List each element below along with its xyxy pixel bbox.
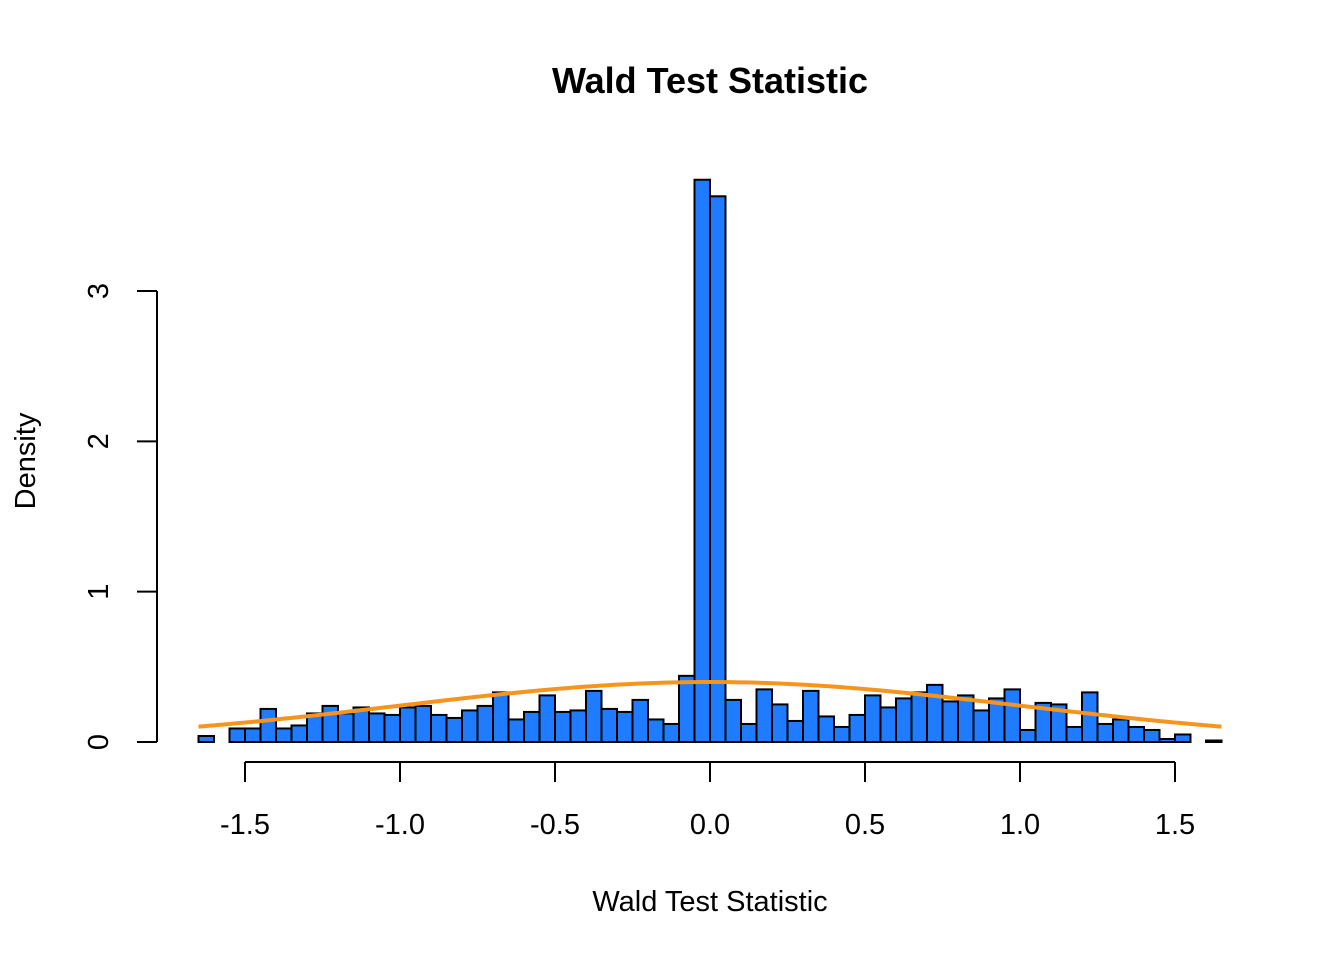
histogram-bar: [864, 694, 882, 744]
histogram-bar: [910, 691, 928, 744]
histogram-bar: [1096, 722, 1114, 744]
histogram-bar: [600, 707, 618, 743]
histogram-bar: [1127, 725, 1145, 743]
y-tick-label: 2: [83, 433, 115, 449]
y-axis: 0 1 2 3: [83, 283, 158, 750]
histogram-bar: [941, 700, 959, 743]
histogram-bar: [771, 703, 789, 743]
histogram-bar: [647, 718, 665, 744]
y-tick-label: 1: [83, 584, 115, 600]
histogram-bar: [786, 719, 804, 744]
histogram-bar: [678, 674, 696, 743]
histogram-bar: [538, 694, 556, 744]
histogram-bar: [244, 727, 262, 743]
y-tick-label: 0: [83, 734, 115, 750]
histogram-bar: [197, 734, 215, 743]
x-axis-label: Wald Test Statistic: [592, 886, 827, 918]
chart-title: Wald Test Statistic: [552, 60, 868, 101]
histogram-bar: [1205, 739, 1223, 743]
histogram-bar: [848, 713, 866, 744]
histogram-bar: [1081, 691, 1099, 744]
histogram-bar: [879, 706, 897, 743]
histogram-bar: [833, 725, 851, 743]
histogram-bar: [461, 709, 479, 743]
histogram-bar: [228, 727, 246, 743]
x-tick-label: 0.0: [690, 809, 730, 841]
histogram-bar: [1174, 733, 1192, 743]
x-tick-label: -0.5: [530, 809, 580, 841]
histogram-bar: [259, 707, 277, 743]
histogram-bar: [476, 704, 494, 743]
histogram-bar: [802, 689, 820, 744]
histogram-bar: [972, 709, 990, 743]
histogram-bar: [740, 722, 758, 744]
histogram-bar: [895, 697, 913, 744]
histogram-bar: [1019, 728, 1037, 743]
histogram-bar: [414, 704, 432, 743]
histogram-bar: [616, 710, 634, 743]
histogram-bar: [569, 709, 587, 743]
x-tick-label: 0.5: [845, 809, 885, 841]
histogram-bar: [693, 178, 711, 743]
histogram-bar: [507, 718, 525, 744]
x-tick-label: 1.5: [1155, 809, 1195, 841]
histogram-bar: [957, 694, 975, 744]
histogram-bar: [585, 689, 603, 744]
x-tick-label: -1.0: [375, 809, 425, 841]
histogram-bar: [523, 710, 541, 743]
histogram-bar: [275, 727, 293, 743]
x-axis: -1.5 -1.0 -0.5 0.0 0.5 1.0 1.5: [220, 761, 1195, 841]
histogram-bar: [430, 713, 448, 744]
histogram-bar: [724, 698, 742, 743]
histogram-bar: [368, 712, 386, 744]
histogram-bar: [1065, 725, 1083, 743]
histogram-bar: [817, 715, 835, 744]
histogram-bar: [662, 722, 680, 744]
histogram-bar: [554, 710, 572, 743]
y-axis-label: Density: [10, 412, 42, 509]
histogram-bar: [1143, 728, 1161, 743]
x-tick-label: -1.5: [220, 809, 270, 841]
histogram-bar: [337, 712, 355, 744]
y-tick-label: 3: [83, 283, 115, 299]
histogram-bar: [1112, 718, 1130, 744]
histogram-bars: [197, 178, 1223, 744]
histogram-bar: [290, 724, 308, 744]
normal-density-curve: [198, 680, 1222, 729]
histogram-bar: [631, 698, 649, 743]
histogram-bar: [445, 716, 463, 744]
histogram-bar: [1003, 688, 1021, 744]
histogram-bar: [755, 688, 773, 744]
histogram-bar: [709, 195, 727, 744]
histogram-bar: [399, 706, 417, 743]
x-tick-label: 1.0: [1000, 809, 1040, 841]
histogram-bar: [1050, 703, 1068, 743]
histogram-bar: [383, 713, 401, 744]
histogram-bar: [1158, 737, 1176, 743]
histogram-bar: [492, 691, 510, 744]
